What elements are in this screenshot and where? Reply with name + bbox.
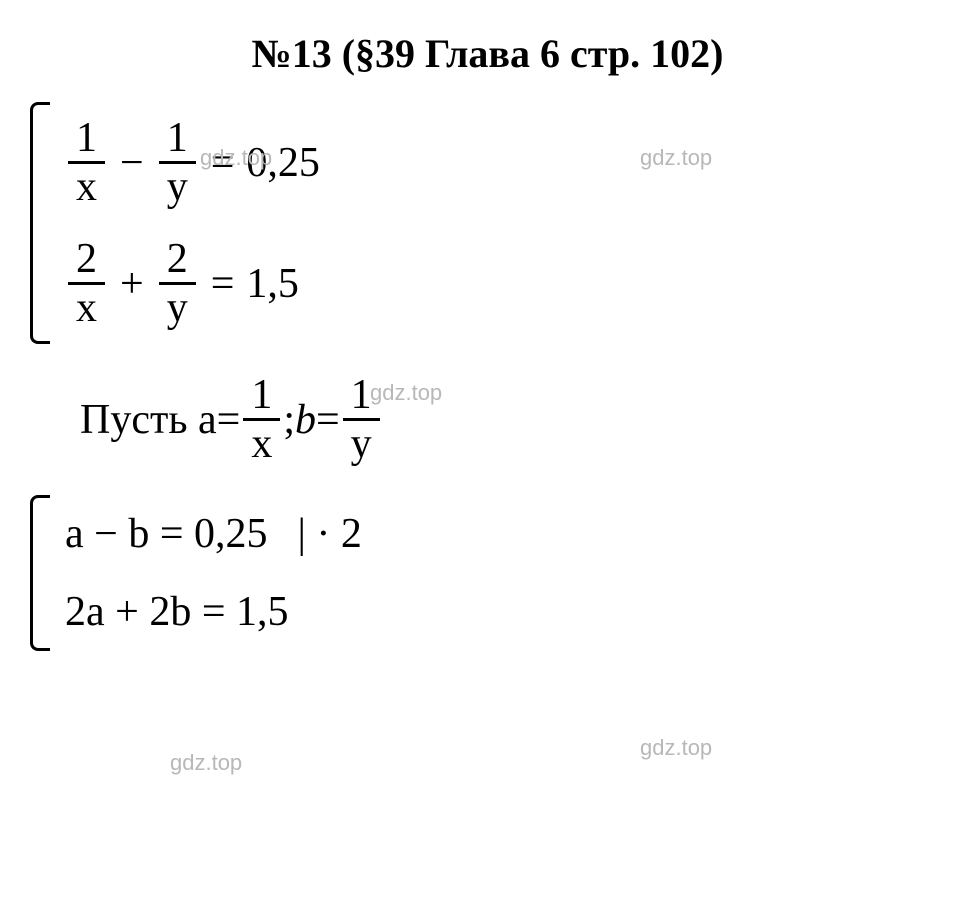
system-2-eq-2: 2a + 2b = 1,5 (65, 588, 362, 636)
fraction-denominator: x (243, 421, 280, 465)
fraction-denominator: x (68, 285, 105, 329)
equation-system-2: a − b = 0,25 | · 2 2a + 2b = 1,5 (30, 495, 945, 651)
system-2-eq-1: a − b = 0,25 | · 2 (65, 510, 362, 558)
fraction-numerator: 1 (243, 374, 280, 421)
equation-system-1: 1 x − 1 y = 0,25 2 x + 2 y = 1,5 (30, 102, 945, 344)
system-1-eq-2: 2 x + 2 y = 1,5 (65, 238, 320, 329)
multiply-note: | · 2 (298, 510, 362, 558)
substitution-prefix: Пусть a (80, 396, 217, 444)
fraction-numerator: 2 (68, 238, 105, 285)
fraction-1-over-y: 1 y (343, 374, 380, 465)
fraction-1-over-x: 1 x (68, 117, 105, 208)
equation-lhs: a − b = 0,25 (65, 510, 268, 558)
equals-sign: = (211, 139, 235, 187)
system-2-content: a − b = 0,25 | · 2 2a + 2b = 1,5 (65, 495, 362, 651)
substitution-line: Пусть a = 1 x ; b = 1 y (80, 374, 945, 465)
fraction-numerator: 1 (159, 117, 196, 164)
rhs-value: 0,25 (246, 139, 320, 187)
fraction-2-over-x: 2 x (68, 238, 105, 329)
left-bracket-1 (30, 102, 50, 344)
equals-sign: = (316, 396, 340, 444)
equals-sign: = (211, 260, 235, 308)
system-1-content: 1 x − 1 y = 0,25 2 x + 2 y = 1,5 (65, 102, 320, 344)
fraction-numerator: 1 (343, 374, 380, 421)
system-1-eq-1: 1 x − 1 y = 0,25 (65, 117, 320, 208)
fraction-1-over-y: 1 y (159, 117, 196, 208)
fraction-denominator: x (68, 164, 105, 208)
fraction-denominator: y (159, 164, 196, 208)
plus-operator: + (120, 260, 144, 308)
left-bracket-2 (30, 495, 50, 651)
separator: ; (283, 396, 295, 444)
watermark-4: gdz.top (170, 750, 242, 776)
equals-sign: = (217, 396, 241, 444)
watermark-5: gdz.top (640, 735, 712, 761)
problem-heading: №13 (§39 Глава 6 стр. 102) (30, 30, 945, 77)
fraction-2-over-y: 2 y (159, 238, 196, 329)
variable-b: b (295, 396, 316, 444)
equation-lhs: 2a + 2b = 1,5 (65, 588, 289, 636)
fraction-denominator: y (159, 285, 196, 329)
fraction-denominator: y (343, 421, 380, 465)
minus-operator: − (120, 139, 144, 187)
rhs-value: 1,5 (246, 260, 299, 308)
fraction-1-over-x: 1 x (243, 374, 280, 465)
fraction-numerator: 1 (68, 117, 105, 164)
fraction-numerator: 2 (159, 238, 196, 285)
